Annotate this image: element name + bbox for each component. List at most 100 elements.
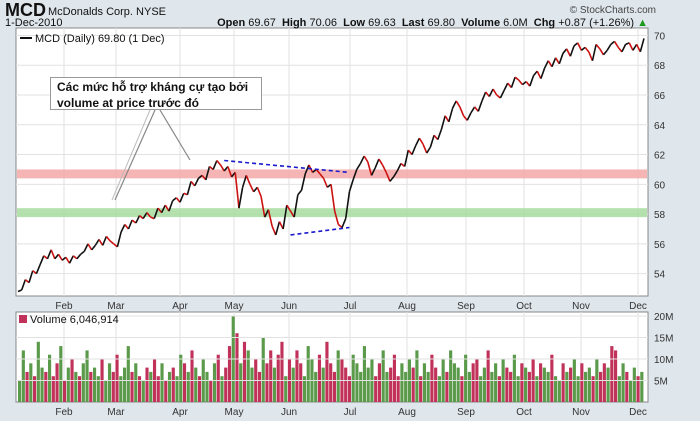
price-segment (20, 279, 27, 291)
price-segment (532, 70, 538, 77)
price-segment (374, 158, 380, 169)
price-panel (15, 27, 649, 297)
volume-bar (550, 354, 554, 402)
price-segment (403, 149, 410, 167)
price-segment (359, 155, 365, 164)
price-segment (109, 240, 115, 245)
volume-bar (164, 380, 168, 402)
volume-bar (291, 367, 295, 402)
volume-bar (554, 376, 558, 402)
price-segment (319, 173, 325, 179)
volume-bar (332, 371, 337, 402)
price-segment (639, 38, 645, 53)
volume-bar (520, 363, 524, 402)
price-segment (249, 183, 255, 193)
price-segment (344, 191, 351, 219)
volume-bar (591, 376, 595, 402)
price-segment (488, 88, 494, 97)
price-segment (142, 212, 148, 219)
price-segment (510, 76, 516, 88)
volume-bar (497, 376, 501, 402)
legend-series-name: MCD (Daily) 69.80 (1 Dec) (35, 33, 165, 45)
price-segment (101, 236, 108, 246)
price-segment (599, 48, 605, 56)
price-segment (175, 197, 181, 203)
price-segment (50, 249, 56, 260)
volume-x-tick-label: Jul (344, 407, 357, 418)
high-label: High (281, 17, 307, 29)
volume-bar (197, 376, 202, 402)
volume-bar (51, 376, 55, 402)
price-segment (521, 80, 527, 86)
price-segment (606, 43, 612, 51)
volume-bar (505, 367, 509, 402)
price-segment (543, 60, 549, 69)
quote-date: 1-Dec-2010 (5, 17, 63, 29)
volume-bar (246, 350, 250, 402)
price-segment (98, 239, 104, 246)
volume-bar (434, 367, 438, 402)
volume-bar (306, 346, 310, 402)
volume-bar (546, 371, 550, 402)
price-segment (238, 187, 244, 209)
price-segment (274, 221, 281, 236)
volume-bar (539, 363, 543, 402)
price-segment (120, 224, 126, 233)
volume-bar (182, 363, 187, 402)
low-label: Low (343, 17, 366, 29)
price-segment (160, 204, 167, 213)
price-segment (440, 115, 446, 130)
annotation-pointer (111, 109, 151, 201)
volume-bar (452, 363, 456, 402)
x-tick-label: Oct (516, 301, 532, 312)
volume-bar (445, 371, 449, 402)
volume-tick-label: 20M (654, 312, 673, 323)
price-segment (80, 250, 85, 255)
volume-bar (265, 363, 269, 402)
volume-bar (216, 354, 220, 402)
volume-bar (602, 363, 606, 402)
volume-bar (25, 371, 29, 402)
price-segment (466, 112, 472, 121)
price-segment (127, 219, 133, 230)
volume-bar (321, 367, 325, 402)
volume-bar (599, 371, 603, 402)
price-segment (315, 168, 321, 175)
volume-bar (299, 363, 303, 402)
price-segment (190, 180, 196, 187)
volume-bar (512, 354, 516, 402)
volume-bar (175, 376, 179, 402)
price-segment (35, 264, 41, 274)
volume-bar (250, 367, 254, 402)
volume-bar (81, 363, 85, 402)
volume-bar (160, 363, 164, 402)
open-value: 69.67 (248, 17, 276, 29)
volume-bar (137, 376, 142, 402)
volume-bar (494, 363, 498, 402)
volume-bar (625, 371, 629, 402)
price-segment (172, 197, 177, 202)
volume-bar (527, 371, 531, 402)
price-segment (356, 163, 362, 170)
volume-x-tick-label: Apr (172, 407, 188, 418)
volume-bar (111, 371, 115, 402)
volume-bar (21, 350, 25, 402)
volume-x-tick-label: Feb (55, 407, 73, 418)
volume-bar (302, 376, 307, 402)
volume-bar (629, 380, 633, 402)
volume-bar (85, 350, 89, 402)
price-segment (65, 256, 71, 264)
annotation-pointer (114, 109, 156, 201)
volume-bar (355, 363, 359, 402)
y-tick-label: 60 (654, 180, 666, 191)
y-tick-label: 64 (654, 121, 666, 132)
volume-bar (389, 367, 393, 402)
volume-bar (456, 367, 460, 402)
price-segment (514, 76, 520, 81)
price-segment (87, 243, 93, 251)
volume-bar (149, 371, 153, 402)
lower-trendline (290, 226, 350, 236)
price-segment (635, 44, 642, 53)
exchange-label: NYSE (136, 6, 167, 18)
